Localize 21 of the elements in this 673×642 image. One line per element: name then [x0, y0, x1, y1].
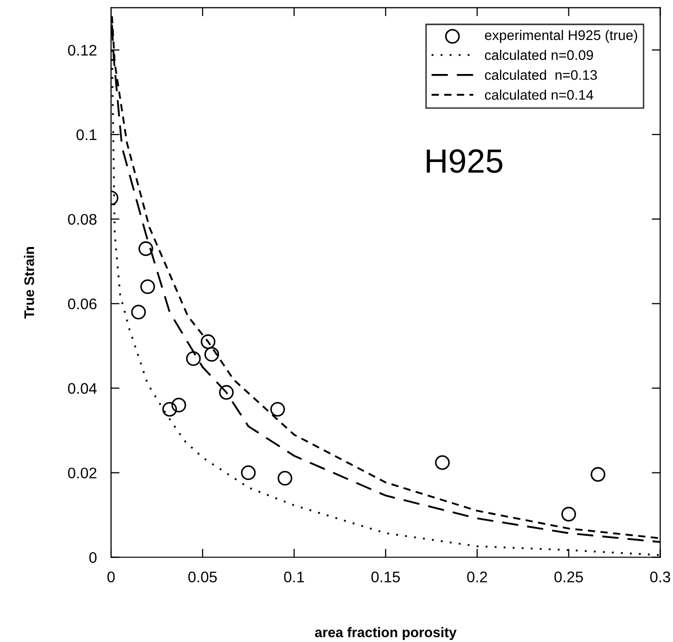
x-tick-label: 0.1 — [284, 572, 304, 582]
legend-label: experimental H925 (true) — [484, 30, 638, 43]
annotation: H925 — [426, 149, 502, 173]
legend-label: calculated n=0.13 — [484, 70, 597, 80]
legend-label: calculated n=0.14 — [484, 90, 594, 100]
y-tick-label: 0.08 — [68, 214, 96, 225]
y-axis-title: True Strain — [24, 247, 34, 319]
x-tick-label: 0.25 — [554, 572, 583, 582]
x-tick-label: 0.05 — [188, 572, 217, 582]
y-tick-label: 0.1 — [76, 129, 96, 140]
x-tick-label: 0.15 — [371, 572, 400, 582]
x-tick-label: 0 — [107, 572, 115, 582]
y-tick-label: 0.06 — [68, 298, 96, 310]
legend-label: calculated n=0.09 — [484, 50, 593, 60]
y-tick-label: 0.02 — [68, 468, 96, 478]
x-tick-label: 0.3 — [650, 572, 670, 582]
y-tick-label: 0 — [89, 552, 97, 563]
x-tick-label: 0.2 — [467, 572, 488, 582]
x-axis-title: area fraction porosity — [315, 627, 457, 640]
y-tick-label: 0.12 — [68, 44, 96, 56]
y-tick-label: 0.04 — [68, 383, 97, 394]
